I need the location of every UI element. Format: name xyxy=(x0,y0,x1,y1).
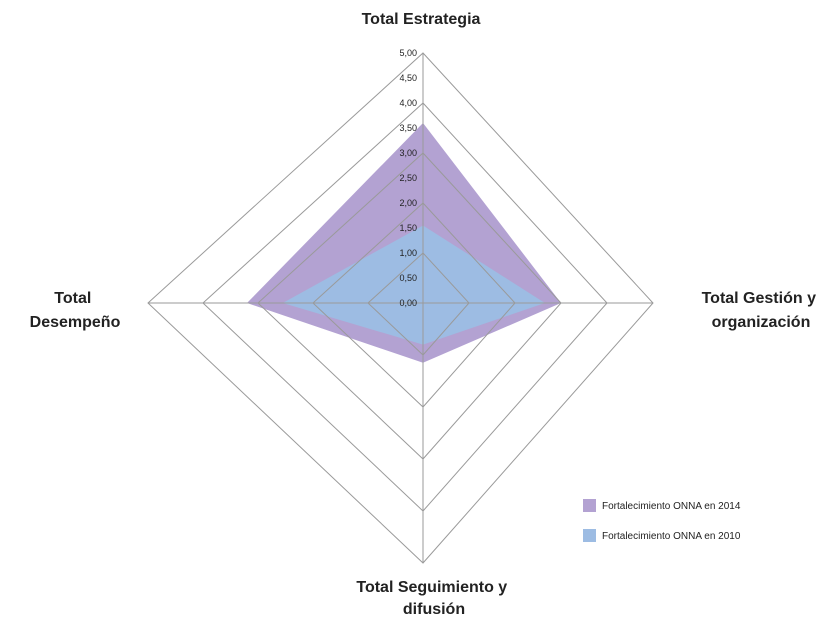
axis-title-top: Total Estrategia xyxy=(362,11,481,28)
legend-label-2010: Fortalecimiento ONNA en 2010 xyxy=(602,531,741,542)
legend: Fortalecimiento ONNA en 2014 Fortalecimi… xyxy=(583,499,741,542)
legend-swatch-2014 xyxy=(583,499,596,512)
axis-title-right: Total Gestión y organización xyxy=(702,290,821,331)
series-area-1 xyxy=(282,225,545,345)
tick-label: 3,50 xyxy=(399,123,417,133)
tick-label: 4,50 xyxy=(399,73,417,83)
radar-axes xyxy=(147,52,654,564)
tick-label: 5,00 xyxy=(399,48,417,58)
radar-series xyxy=(247,123,561,363)
axis-title-left: Total Desempeño xyxy=(30,290,121,331)
tick-label: 2,50 xyxy=(399,173,417,183)
tick-label: 1,50 xyxy=(399,223,417,233)
axis-title-bottom: Total Seguimiento y difusión xyxy=(356,579,511,618)
tick-label: 0,00 xyxy=(399,298,417,308)
tick-labels: 0,00 0,50 1,00 1,50 2,00 2,50 3,00 3,50 4,00 4,50… xyxy=(399,48,417,308)
legend-swatch-2010 xyxy=(583,529,596,542)
tick-label: 2,00 xyxy=(399,198,417,208)
tick-label: 1,00 xyxy=(399,248,417,258)
tick-label: 0,50 xyxy=(399,273,417,283)
legend-label-2014: Fortalecimiento ONNA en 2014 xyxy=(602,501,741,512)
tick-label: 4,00 xyxy=(399,98,417,108)
tick-label: 3,00 xyxy=(399,148,417,158)
